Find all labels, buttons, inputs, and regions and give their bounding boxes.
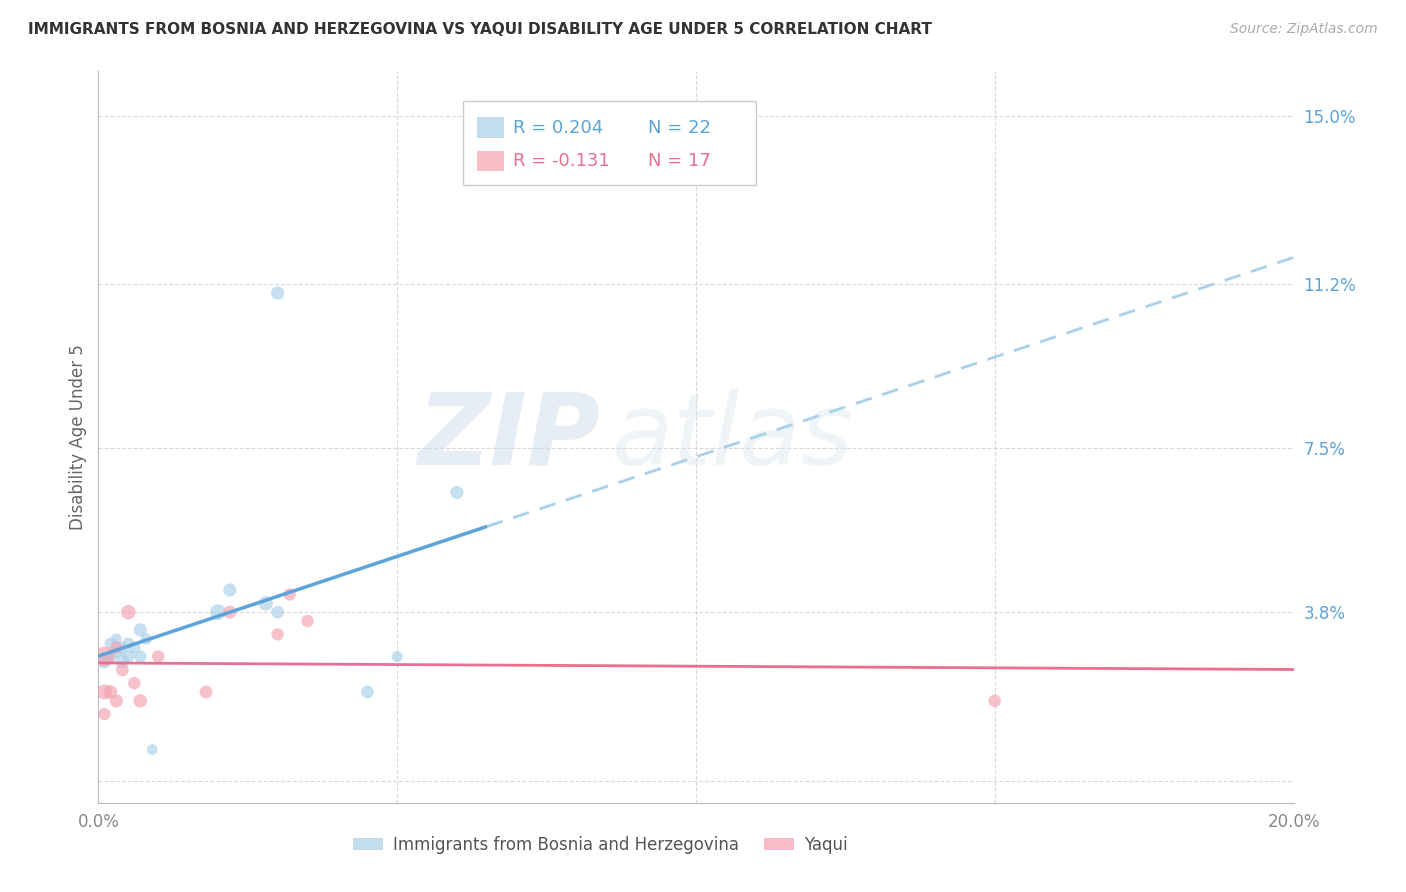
- Point: [194, 685, 218, 699]
- Point: [267, 285, 290, 300]
- Point: [105, 632, 128, 646]
- Text: N = 17: N = 17: [648, 153, 711, 170]
- Point: [267, 605, 290, 619]
- Point: [105, 645, 128, 659]
- Point: [98, 649, 122, 664]
- Point: [356, 685, 378, 699]
- Point: [98, 636, 122, 650]
- Text: R = -0.131: R = -0.131: [513, 153, 610, 170]
- Text: R = 0.204: R = 0.204: [513, 119, 603, 136]
- Point: [129, 649, 152, 664]
- Point: [219, 582, 242, 597]
- Point: [297, 614, 319, 628]
- Point: [98, 685, 122, 699]
- Point: [124, 676, 146, 690]
- Point: [983, 694, 1005, 708]
- Point: [93, 649, 115, 664]
- Point: [124, 640, 146, 655]
- Point: [117, 636, 139, 650]
- Text: atlas: atlas: [612, 389, 853, 485]
- Point: [105, 640, 128, 655]
- Point: [267, 627, 290, 641]
- Text: ZIP: ZIP: [418, 389, 600, 485]
- Point: [105, 694, 128, 708]
- Y-axis label: Disability Age Under 5: Disability Age Under 5: [69, 344, 87, 530]
- Bar: [477, 117, 503, 137]
- Point: [141, 742, 163, 756]
- Point: [148, 649, 170, 664]
- Point: [117, 649, 139, 664]
- Point: [278, 587, 301, 601]
- Point: [93, 654, 115, 668]
- Text: Source: ZipAtlas.com: Source: ZipAtlas.com: [1230, 22, 1378, 37]
- FancyBboxPatch shape: [463, 101, 756, 185]
- Point: [207, 605, 229, 619]
- Point: [117, 605, 139, 619]
- Point: [111, 640, 134, 655]
- Bar: [477, 151, 503, 171]
- Point: [93, 685, 115, 699]
- Point: [93, 707, 115, 722]
- Text: N = 22: N = 22: [648, 119, 711, 136]
- Legend: Immigrants from Bosnia and Herzegovina, Yaqui: Immigrants from Bosnia and Herzegovina, …: [346, 829, 855, 860]
- Text: IMMIGRANTS FROM BOSNIA AND HERZEGOVINA VS YAQUI DISABILITY AGE UNDER 5 CORRELATI: IMMIGRANTS FROM BOSNIA AND HERZEGOVINA V…: [28, 22, 932, 37]
- Point: [385, 649, 409, 664]
- Point: [254, 596, 277, 610]
- Point: [129, 623, 152, 637]
- Point: [111, 663, 134, 677]
- Point: [446, 485, 468, 500]
- Point: [111, 654, 134, 668]
- Point: [129, 694, 152, 708]
- Point: [219, 605, 242, 619]
- Point: [135, 632, 157, 646]
